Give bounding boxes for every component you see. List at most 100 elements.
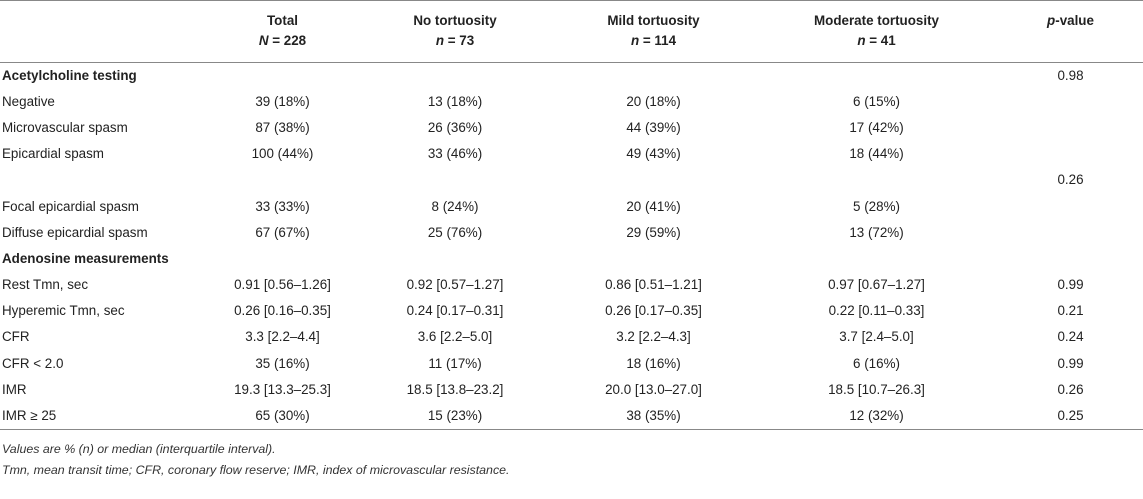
cell-none: 26 (36%) (427, 119, 483, 135)
cell-none: 11 (17%) (428, 355, 482, 371)
cell-moderate: 3.7 [2.4–5.0] (839, 329, 914, 345)
cell-moderate: 0.97 [0.67–1.27] (828, 277, 925, 293)
footnote-abbreviations: Tmn, mean transit time; CFR, coronary fl… (2, 463, 510, 477)
cell-p (998, 115, 1143, 141)
cell-mild (552, 246, 755, 272)
cell-mild: 20 (18%) (626, 93, 681, 109)
row-label: Rest Tmn, sec (2, 277, 89, 293)
header-mild-var: n (630, 33, 640, 48)
cell-total: 19.3 [13.3–25.3] (234, 381, 331, 397)
cell-mild (552, 63, 755, 89)
cell-p: 0.24 (1057, 329, 1084, 345)
cell-none: 33 (46%) (427, 146, 483, 162)
cell-p: 0.99 (1057, 355, 1084, 371)
cell-mild: 3.2 [2.2–4.3] (616, 329, 691, 345)
cell-p (998, 246, 1143, 272)
cell-none: 25 (76%) (427, 224, 483, 240)
header-total: Total N = 228 (207, 1, 358, 63)
table-row: IMR ≥ 25 65 (30%) 15 (23%) 38 (35%) 12 (32%)… (0, 403, 1143, 430)
cell-p: 0.99 (1057, 277, 1084, 293)
cell-p: 0.26 (1057, 381, 1084, 397)
row-label: Negative (2, 93, 55, 109)
header-total-n: = 228 (268, 33, 307, 48)
cell-moderate: 12 (32%) (849, 407, 904, 423)
row-label: Focal epicardial spasm (2, 198, 139, 214)
cell-total: 87 (38%) (255, 119, 310, 135)
header-mild-tortuosity: Mild tortuosity n = 114 (552, 1, 755, 63)
header-moderate-n: = 41 (865, 33, 896, 48)
cell-moderate (755, 63, 998, 89)
header-p-rest: -value (1055, 13, 1094, 28)
header-moderate-var: n (857, 33, 866, 48)
row-label: Adenosine measurements (2, 250, 169, 266)
cell-none (358, 246, 552, 272)
row-label: Diffuse epicardial spasm (2, 224, 148, 240)
cell-moderate: 17 (42%) (849, 119, 904, 135)
footnote-values: Values are % (n) or median (interquartil… (2, 442, 276, 456)
row-label: IMR ≥ 25 (2, 407, 57, 423)
header-p-italic: p (1047, 13, 1056, 28)
table-header: Total N = 228 No tortuosity n = 73 Mild … (0, 0, 1143, 63)
table-row: Adenosine measurements (0, 246, 1143, 272)
cell-none: 15 (23%) (427, 407, 483, 423)
header-total-title: Total (267, 13, 298, 28)
cell-moderate: 0.22 [0.11–0.33] (828, 303, 925, 319)
cell-total: 100 (44%) (251, 146, 314, 162)
cell-none: 13 (18%) (427, 93, 483, 109)
row-label: Hyperemic Tmn, sec (2, 303, 125, 319)
table-row: Epicardial spasm 100 (44%) 33 (46%) 49 (43%… (0, 141, 1143, 167)
header-mild-n: = 114 (639, 33, 677, 48)
cell-none: 18.5 [13.8–23.2] (406, 381, 504, 397)
cell-p: 0.21 (1057, 303, 1084, 319)
cell-p: 0.26 (1057, 172, 1084, 188)
cell-p: 0.25 (1057, 407, 1084, 423)
table-row: Hyperemic Tmn, sec 0.26 [0.16–0.35] 0.24 [… (0, 298, 1143, 324)
cell-total: 65 (30%) (255, 407, 310, 423)
row-label: IMR (2, 381, 27, 397)
table-row: CFR < 2.0 35 (16%) 11 (17%) 18 (16%) 6 (16%)… (0, 351, 1143, 377)
row-label: CFR < 2.0 (2, 355, 64, 371)
cell-mild: 18 (16%) (626, 355, 681, 371)
cell-mild (552, 167, 755, 193)
header-no-title: No tortuosity (413, 13, 497, 28)
cell-p (998, 193, 1143, 219)
cell-p: 0.98 (1057, 67, 1084, 83)
cell-none: 8 (24%) (431, 198, 479, 214)
row-label: Acetylcholine testing (2, 67, 137, 83)
cell-moderate: 6 (16%) (853, 355, 900, 371)
header-no-tortuosity: No tortuosity n = 73 (358, 1, 552, 63)
table-body: Acetylcholine testing 0.98 Negative 39 (18%… (0, 63, 1143, 430)
cell-mild: 49 (43%) (626, 146, 681, 162)
cell-mild: 0.86 [0.51–1.21] (605, 277, 702, 293)
results-table: Total N = 228 No tortuosity n = 73 Mild … (0, 0, 1143, 430)
cell-mild: 29 (59%) (626, 224, 681, 240)
cell-total: 67 (67%) (255, 224, 310, 240)
table-row: CFR 3.3 [2.2–4.4] 3.6 [2.2–5.0] 3.2 [2.2–4.… (0, 324, 1143, 350)
row-label: Microvascular spasm (2, 119, 128, 135)
table-row: Acetylcholine testing 0.98 (0, 63, 1143, 89)
row-label: Epicardial spasm (2, 146, 104, 162)
header-no-n: = 73 (444, 33, 475, 48)
cell-none: 0.92 [0.57–1.27] (406, 277, 504, 293)
cell-moderate (755, 246, 998, 272)
cell-total: 3.3 [2.2–4.4] (245, 329, 320, 345)
cell-moderate: 13 (72%) (849, 224, 904, 240)
cell-total: 0.26 [0.16–0.35] (234, 303, 331, 319)
cell-moderate: 6 (15%) (853, 93, 900, 109)
row-label (0, 167, 207, 193)
table-row: Microvascular spasm 87 (38%) 26 (36%) 44 (3… (0, 115, 1143, 141)
cell-total (207, 167, 358, 193)
cell-none (358, 63, 552, 89)
cell-total: 33 (33%) (255, 198, 310, 214)
header-mild-title: Mild tortuosity (607, 13, 700, 28)
header-total-var: N (258, 33, 269, 48)
header-no-var: n (435, 33, 445, 48)
table-row: Diffuse epicardial spasm 67 (67%) 25 (76%)… (0, 220, 1143, 246)
cell-moderate: 18.5 [10.7–26.3] (828, 381, 925, 397)
table-row: Focal epicardial spasm 33 (33%) 8 (24%) 20 … (0, 193, 1143, 219)
cell-p (998, 89, 1143, 115)
cell-total: 0.91 [0.56–1.26] (234, 277, 331, 293)
table-row: IMR 19.3 [13.3–25.3] 18.5 [13.8–23.2] 20.0 … (0, 377, 1143, 403)
header-moderate-tortuosity: Moderate tortuosity n = 41 (755, 1, 998, 63)
cell-total (207, 63, 358, 89)
